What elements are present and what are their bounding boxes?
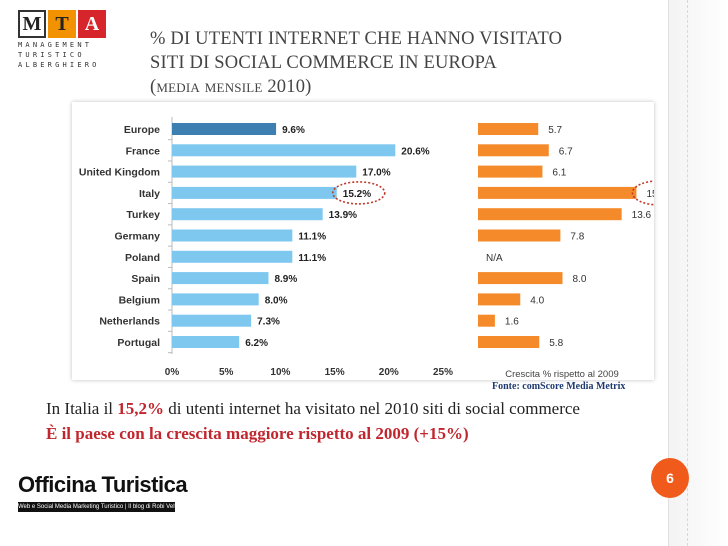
bar-france bbox=[172, 144, 396, 157]
summary-line-1: In Italia il 15,2% di utenti internet ha… bbox=[46, 399, 580, 419]
logo-line-1: MANAGEMENT bbox=[18, 41, 93, 49]
logo-letter-a: A bbox=[78, 10, 106, 38]
bar-germany bbox=[172, 229, 293, 242]
logo-line-3: ALBERGHIERO bbox=[18, 61, 100, 69]
growth-label-europe: 5.7 bbox=[548, 125, 562, 136]
growth-label-poland: N/A bbox=[486, 253, 503, 264]
value-label-poland: 11.1% bbox=[298, 253, 326, 264]
growth-label-united-kingdom: 6.1 bbox=[552, 168, 566, 179]
category-label-italy: Italy bbox=[139, 188, 160, 200]
chart-svg: Europe 9.6% France 20.6% United Kingdom 17.0%… bbox=[79, 117, 686, 380]
logo-letter-m: M bbox=[18, 10, 46, 38]
logo-letter-t: T bbox=[48, 10, 76, 38]
slide-title: % DI UTENTI INTERNET CHE HANNO VISITATO … bbox=[150, 27, 562, 99]
category-label-europe: Europe bbox=[124, 124, 160, 136]
bar-netherlands bbox=[172, 314, 252, 327]
title-line-2: SITI DI SOCIAL COMMERCE IN EUROPA bbox=[150, 53, 497, 73]
summary-1b: di utenti internet ha visitato nel 2010 … bbox=[164, 399, 580, 418]
summary-1a: In Italia il bbox=[46, 399, 118, 418]
category-label-poland: Poland bbox=[125, 252, 160, 264]
bar-poland bbox=[172, 250, 293, 263]
growth-label-germany: 7.8 bbox=[570, 232, 584, 243]
summary-line-2: È il paese con la crescita maggiore risp… bbox=[46, 424, 469, 443]
growth-label-portugal: 5.8 bbox=[549, 338, 563, 349]
bar-spain bbox=[172, 272, 269, 285]
rail-line-1 bbox=[668, 0, 669, 546]
rail-dashed-line bbox=[687, 0, 688, 546]
x-tick-0: 0% bbox=[165, 367, 180, 378]
growth-bar-italy bbox=[478, 186, 637, 199]
x-tick-5: 25% bbox=[433, 367, 453, 378]
value-label-belgium: 8.0% bbox=[265, 295, 288, 306]
bar-italy bbox=[172, 186, 337, 199]
category-label-netherlands: Netherlands bbox=[99, 316, 160, 328]
growth-bar-germany bbox=[478, 229, 561, 242]
growth-bar-netherlands bbox=[478, 314, 495, 327]
mta-logo: M T A MANAGEMENT TURISTICO ALBERGHIERO bbox=[18, 8, 118, 69]
growth-bar-turkey bbox=[478, 208, 622, 221]
value-label-spain: 8.9% bbox=[274, 274, 297, 285]
growth-bar-portugal bbox=[478, 336, 540, 348]
category-label-turkey: Turkey bbox=[126, 209, 160, 221]
value-label-france: 20.6% bbox=[401, 146, 429, 157]
growth-bar-europe bbox=[478, 123, 539, 135]
x-tick-2: 10% bbox=[270, 367, 290, 378]
category-label-germany: Germany bbox=[114, 231, 160, 243]
x-tick-4: 20% bbox=[379, 367, 399, 378]
category-label-spain: Spain bbox=[131, 273, 160, 285]
highlight-circle-left bbox=[331, 181, 386, 205]
bar-europe bbox=[172, 123, 277, 135]
x-tick-3: 15% bbox=[325, 367, 345, 378]
growth-label-netherlands: 1.6 bbox=[505, 317, 519, 328]
growth-label-turkey: 13.6 bbox=[632, 210, 652, 221]
summary-1-highlight: 15,2% bbox=[117, 399, 165, 418]
x-tick-1: 5% bbox=[219, 367, 234, 378]
category-label-france: France bbox=[126, 145, 161, 157]
growth-bar-france bbox=[478, 144, 549, 157]
category-label-united-kingdom: United Kingdom bbox=[79, 167, 160, 179]
officina-logo-tagline: Web e Social Media Marketing Turistico |… bbox=[18, 502, 175, 512]
value-label-portugal: 6.2% bbox=[245, 338, 268, 349]
officina-turistica-logo: Officina Turistica Web e Social Media Ma… bbox=[18, 472, 188, 516]
officina-logo-name: Officina Turistica bbox=[18, 472, 188, 497]
page-number-badge: 6 bbox=[651, 458, 689, 498]
growth-label-spain: 8.0 bbox=[573, 274, 587, 285]
growth-chart-title: Crescita % rispetto al 2009 bbox=[505, 369, 619, 380]
chart-source: Fonte: comScore Media Metrix bbox=[492, 381, 626, 392]
growth-bar-belgium bbox=[478, 293, 521, 306]
value-label-germany: 11.1% bbox=[298, 232, 326, 243]
growth-bar-spain bbox=[478, 272, 563, 285]
bar-belgium bbox=[172, 293, 259, 306]
category-label-belgium: Belgium bbox=[119, 294, 160, 306]
value-label-turkey: 13.9% bbox=[329, 210, 357, 221]
bar-united-kingdom bbox=[172, 165, 357, 178]
value-label-united-kingdom: 17.0% bbox=[362, 168, 390, 179]
growth-bar-united-kingdom bbox=[478, 165, 543, 178]
growth-label-italy: 15.0 bbox=[646, 189, 654, 200]
category-label-portugal: Portugal bbox=[117, 337, 160, 349]
bar-portugal bbox=[172, 336, 240, 348]
value-label-netherlands: 7.3% bbox=[257, 317, 280, 328]
logo-line-2: TURISTICO bbox=[18, 51, 85, 59]
chart-container: Europe 9.6% France 20.6% United Kingdom 17.0%… bbox=[72, 102, 686, 380]
growth-label-france: 6.7 bbox=[559, 146, 573, 157]
growth-label-belgium: 4.0 bbox=[530, 295, 544, 306]
value-label-italy: 15.2% bbox=[343, 189, 371, 200]
bar-turkey bbox=[172, 208, 323, 221]
title-line-1: % DI UTENTI INTERNET CHE HANNO VISITATO bbox=[150, 29, 563, 49]
title-line-3: (media mensile 2010) bbox=[150, 77, 312, 97]
right-rail bbox=[668, 0, 728, 546]
value-label-europe: 9.6% bbox=[282, 125, 305, 136]
